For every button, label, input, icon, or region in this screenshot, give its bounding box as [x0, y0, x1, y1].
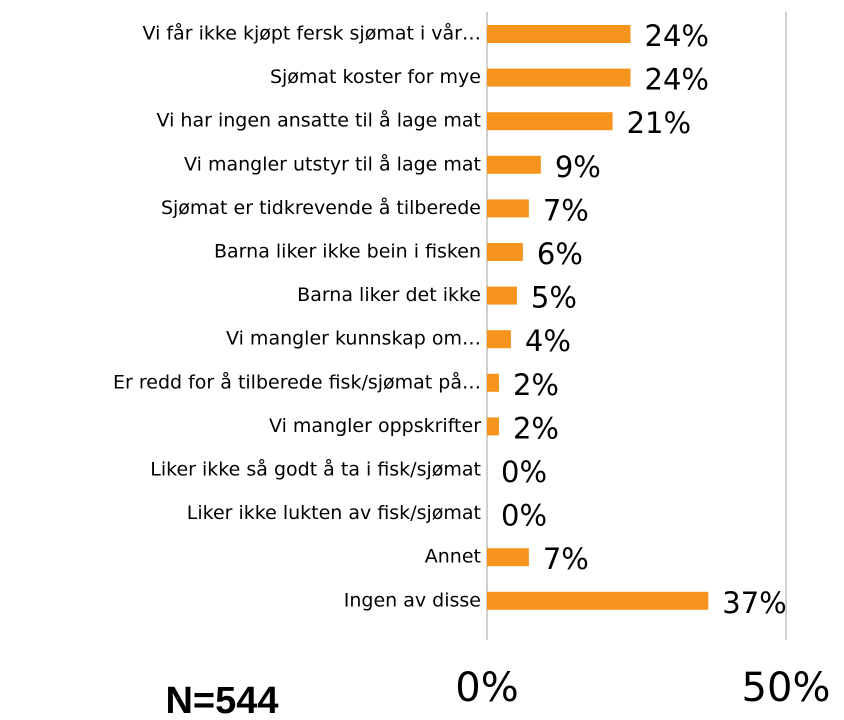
bar — [487, 286, 517, 305]
category-label: Sjømat koster for mye — [270, 66, 481, 88]
value-label: 7% — [543, 193, 589, 227]
category-label: Sjømat er tidkrevende å tilberede — [161, 196, 481, 219]
x-tick-label: 0% — [455, 665, 518, 711]
category-label: Vi mangler utstyr til å lage mat — [184, 152, 481, 175]
category-label: Liker ikke så godt å ta i fisk/sjømat — [150, 458, 481, 481]
category-label: Barna liker det ikke — [297, 284, 481, 306]
value-label: 2% — [513, 368, 559, 402]
category-label: Er redd for å tilberede fisk/sjømat på… — [113, 370, 481, 393]
category-label: Liker ikke lukten av fisk/sjømat — [187, 502, 481, 524]
value-label: 21% — [627, 106, 691, 140]
value-label: 2% — [513, 411, 559, 445]
bar — [487, 548, 529, 567]
category-label: Vi mangler oppskrifter — [269, 415, 481, 437]
value-label: 6% — [537, 237, 583, 271]
value-label: 7% — [543, 542, 589, 576]
x-tick-label: 50% — [742, 665, 831, 711]
bar — [487, 199, 529, 218]
value-label: 5% — [531, 281, 577, 315]
bar — [487, 330, 511, 349]
value-label: 24% — [645, 63, 709, 97]
value-label: 37% — [722, 586, 786, 620]
value-label: 9% — [555, 150, 601, 184]
bar — [487, 591, 709, 610]
category-label: Annet — [425, 546, 481, 568]
category-label: Vi mangler kunnskap om… — [226, 328, 481, 350]
category-label: Vi får ikke kjøpt fersk sjømat i vår… — [143, 22, 481, 45]
bar — [487, 155, 541, 174]
bar — [487, 417, 499, 436]
category-label: Ingen av disse — [344, 589, 481, 611]
value-label: 24% — [645, 19, 709, 53]
value-label: 0% — [501, 455, 547, 489]
category-label: Barna liker ikke bein i fisken — [214, 241, 481, 263]
bar — [487, 243, 523, 261]
bar — [487, 68, 631, 87]
bar — [487, 373, 499, 392]
sample-size: N=544 — [165, 680, 278, 720]
value-label: 4% — [525, 324, 571, 358]
category-label: Vi har ingen ansatte til å lage mat — [157, 109, 481, 132]
bar — [487, 112, 613, 131]
value-label: 0% — [501, 499, 547, 533]
bar — [487, 25, 631, 43]
